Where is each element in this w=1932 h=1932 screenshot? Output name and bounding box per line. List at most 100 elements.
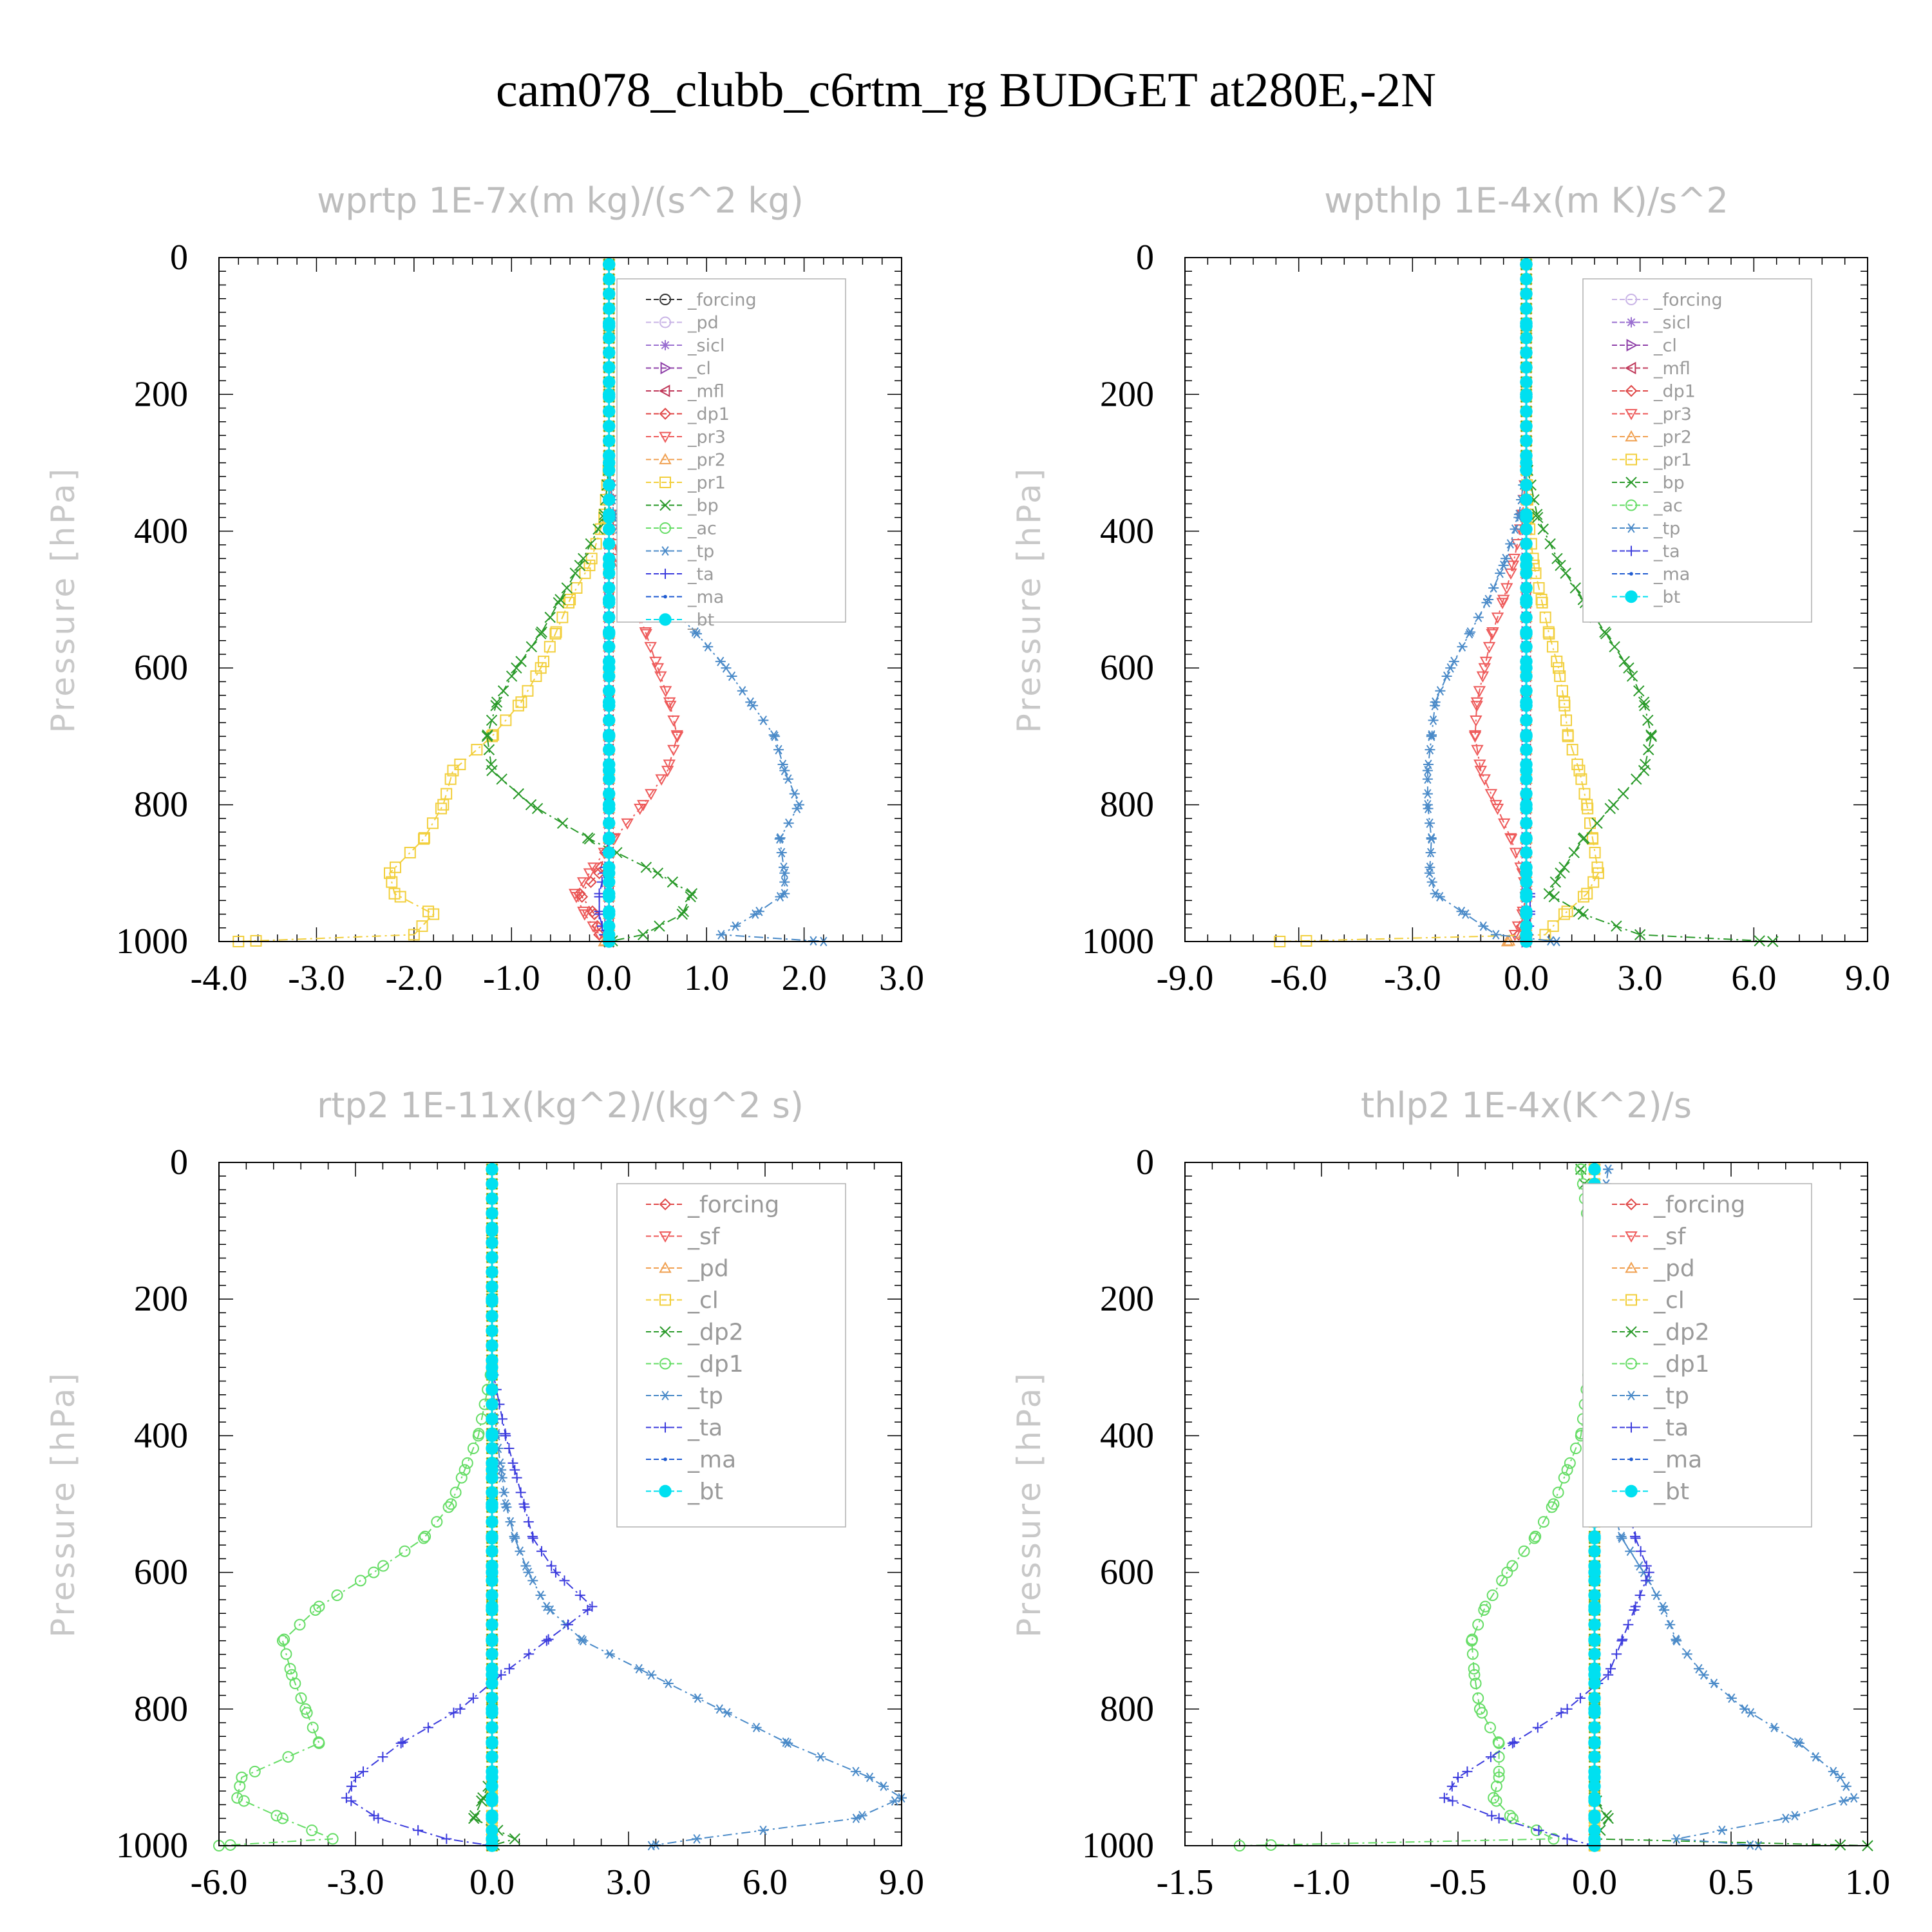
- data-point: [663, 1678, 674, 1689]
- data-point: [1623, 1619, 1634, 1630]
- data-point: [603, 798, 616, 811]
- data-point: [603, 537, 616, 551]
- data-point: [1447, 1795, 1458, 1806]
- x-tick-label: 6.0: [743, 1862, 788, 1902]
- data-point: [486, 1737, 498, 1750]
- data-point: [536, 1546, 547, 1557]
- data-point: [1658, 1602, 1668, 1612]
- data-point: [583, 868, 596, 880]
- x-tick-label: 3.0: [1618, 958, 1663, 998]
- data-point: [654, 920, 665, 932]
- data-point: [1726, 1693, 1737, 1703]
- data-point: [692, 1834, 702, 1844]
- data-point: [1520, 887, 1533, 900]
- data-point: [270, 1810, 283, 1822]
- data-point: [1490, 930, 1501, 940]
- data-point: [1506, 560, 1520, 572]
- data-point: [550, 626, 562, 638]
- data-point: [1430, 697, 1441, 707]
- y-tick-label: 0: [1136, 1142, 1154, 1182]
- data-point: [1493, 1813, 1504, 1824]
- data-point: [1528, 1532, 1540, 1544]
- data-point: [685, 891, 696, 903]
- data-point: [782, 774, 793, 784]
- data-point: [1486, 629, 1499, 641]
- legend-label: _cl: [1653, 1287, 1685, 1314]
- data-point: [1520, 846, 1533, 859]
- data-point: [577, 553, 589, 564]
- data-point: [1473, 686, 1486, 697]
- data-point: [1520, 420, 1533, 433]
- data-point: [497, 1414, 508, 1425]
- data-point: [1506, 1812, 1519, 1824]
- data-point: [714, 1704, 725, 1714]
- data-point: [1462, 1766, 1473, 1777]
- data-point: [726, 671, 737, 681]
- data-point: [346, 1781, 357, 1792]
- data-point: [1581, 887, 1593, 900]
- data-point: [603, 714, 616, 727]
- data-point: [527, 1533, 538, 1544]
- y-tick-label: 600: [134, 648, 188, 688]
- data-point: [758, 1825, 769, 1835]
- data-point: [1504, 1810, 1516, 1822]
- data-point: [486, 1397, 498, 1411]
- legend-item: _bp: [1612, 473, 1685, 493]
- y-tick-label: 1000: [116, 1826, 188, 1866]
- plot-panel-4: thlp2 1E-4x(K^2)/s Pressure [hPa] -1.5 -1.0…: [1010, 1085, 1890, 1902]
- data-point: [603, 640, 616, 653]
- data-point: [587, 862, 600, 874]
- data-point: [507, 1457, 518, 1468]
- data-point: [603, 661, 616, 674]
- data-point: [523, 1517, 534, 1528]
- legend-label: _ma: [1653, 1447, 1702, 1473]
- legend-item: _tp: [1612, 518, 1680, 538]
- data-point: [1562, 730, 1574, 743]
- data-point: [1497, 594, 1510, 607]
- x-tick-label: 3.0: [606, 1862, 651, 1902]
- x-tick-label: 0.0: [1572, 1862, 1617, 1902]
- data-point: [1426, 877, 1437, 887]
- data-point: [486, 1515, 498, 1528]
- data-point: [1491, 612, 1504, 624]
- legend-label: _ma: [687, 587, 724, 607]
- data-point: [556, 817, 569, 829]
- legend-label: _bp: [687, 496, 719, 516]
- data-point: [1446, 1781, 1457, 1792]
- legend-item: _dp1: [646, 404, 730, 424]
- data-point: [544, 641, 556, 653]
- data-point: [234, 1780, 246, 1792]
- data-point: [603, 493, 616, 506]
- data-point: [444, 773, 457, 785]
- series-line: [574, 264, 678, 942]
- y-tick-label: 200: [1100, 374, 1154, 414]
- legend-item: _pd: [1612, 1256, 1695, 1282]
- data-point: [238, 1795, 250, 1807]
- data-point: [1625, 1546, 1636, 1557]
- data-point: [459, 1464, 471, 1476]
- data-point: [1488, 1792, 1500, 1804]
- data-point: [578, 1636, 589, 1646]
- data-point: [1848, 1793, 1859, 1803]
- legend-item: _tp: [646, 1383, 723, 1410]
- data-point: [564, 594, 576, 605]
- data-point: [1556, 685, 1568, 697]
- legend-item: _bt: [646, 1479, 723, 1505]
- x-tick-label: 0.5: [1709, 1862, 1754, 1902]
- data-point: [486, 1703, 498, 1716]
- data-point: [377, 1752, 388, 1763]
- data-point: [1588, 1771, 1601, 1784]
- data-point: [1478, 663, 1491, 675]
- data-point: [496, 773, 507, 785]
- data-point: [1520, 434, 1533, 448]
- data-point: [486, 1486, 498, 1499]
- data-point: [1611, 1649, 1622, 1660]
- data-point: [486, 1497, 498, 1511]
- legend-item: _pr3: [646, 427, 726, 447]
- data-point: [486, 1207, 498, 1220]
- legend: _forcing _sf _pd _cl _dp2 _dp1 _tp _ta _ma _bt: [616, 1183, 846, 1528]
- plot-panel-2: wpthlp 1E-4x(m K)/s^2 Pressure [hPa] -9.0 -…: [1010, 180, 1890, 998]
- data-point: [583, 559, 596, 571]
- data-point: [511, 1472, 522, 1483]
- data-point: [1577, 891, 1589, 903]
